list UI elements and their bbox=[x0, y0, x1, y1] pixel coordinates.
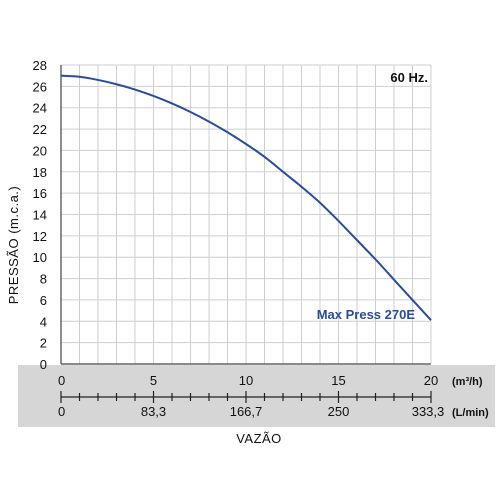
x-tick-label-secondary: 0 bbox=[58, 404, 65, 419]
series-line bbox=[60, 74, 432, 321]
series-label: Max Press 270E bbox=[317, 307, 416, 322]
y-tick-label: 8 bbox=[40, 272, 47, 287]
y-tick-label: 10 bbox=[33, 250, 47, 265]
y-tick-label: 0 bbox=[40, 357, 47, 372]
y-tick-label: 20 bbox=[33, 143, 47, 158]
y-tick-label: 22 bbox=[33, 122, 47, 137]
y-tick-label: 4 bbox=[40, 314, 47, 329]
x-tick-label-secondary: 83,3 bbox=[141, 404, 166, 419]
grid-lines bbox=[60, 64, 432, 365]
y-tick-label: 18 bbox=[33, 165, 47, 180]
x-tick-label-primary: 0 bbox=[58, 373, 65, 388]
y-tick-label: 12 bbox=[33, 229, 47, 244]
x-unit-primary: (m³/h) bbox=[452, 376, 483, 388]
y-tick-label: 6 bbox=[40, 293, 47, 308]
x-tick-label-primary: 20 bbox=[424, 373, 438, 388]
x-axis-title: VAZÃO bbox=[236, 431, 282, 446]
y-tick-label: 14 bbox=[33, 208, 47, 223]
frequency-annotation: 60 Hz. bbox=[390, 70, 428, 85]
y-tick-label: 26 bbox=[33, 79, 47, 94]
y-tick-label: 24 bbox=[33, 101, 47, 116]
series-lines bbox=[60, 74, 432, 321]
x-tick-label-primary: 15 bbox=[331, 373, 345, 388]
y-tick-label: 2 bbox=[40, 336, 47, 351]
x-tick-label-secondary: 166,7 bbox=[230, 404, 263, 419]
x-tick-label-secondary: 250 bbox=[328, 404, 350, 419]
x-tick-label-primary: 10 bbox=[239, 373, 253, 388]
y-axis-title: PRESSÃO (m.c.a.) bbox=[6, 186, 21, 305]
x-tick-label-secondary: 333,3 bbox=[412, 404, 445, 419]
x-tick-label-primary: 5 bbox=[150, 373, 157, 388]
y-tick-label: 28 bbox=[33, 58, 47, 73]
y-tick-label: 16 bbox=[33, 186, 47, 201]
x-unit-secondary: (L/min) bbox=[452, 407, 489, 419]
